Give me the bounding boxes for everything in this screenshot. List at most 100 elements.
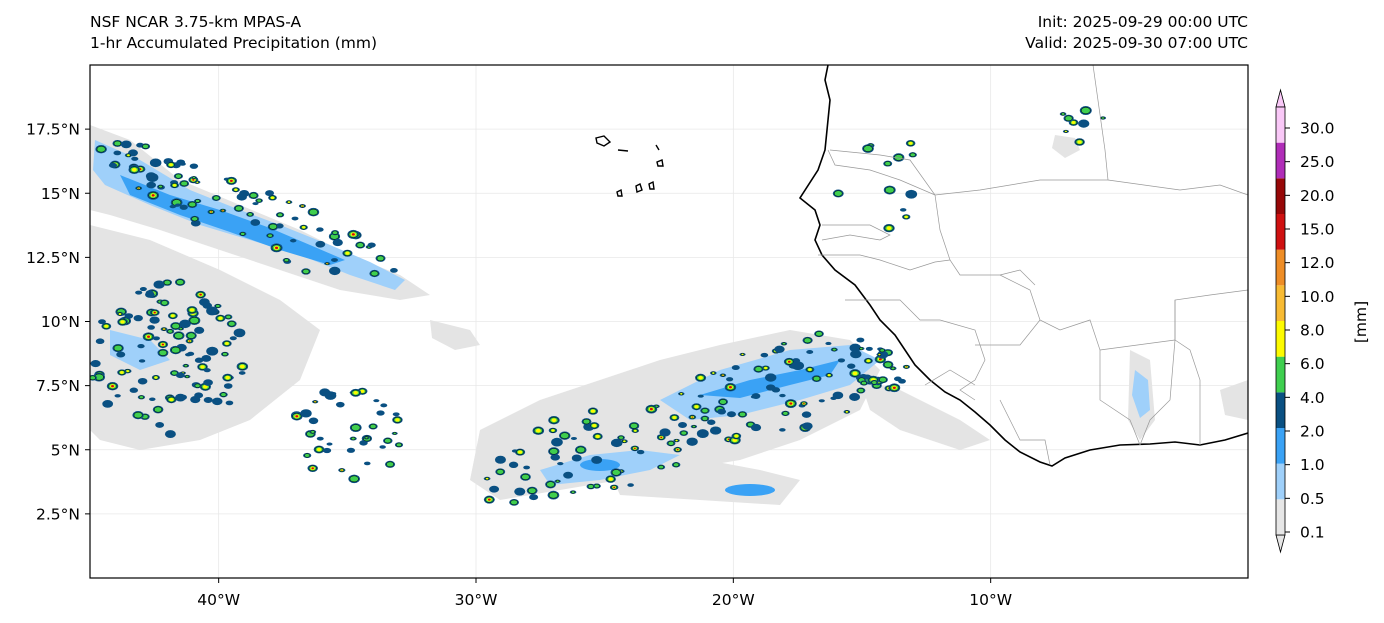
precip-cell bbox=[291, 412, 303, 421]
precip-cell bbox=[114, 394, 121, 398]
precip-cell bbox=[849, 369, 861, 378]
precip-cell bbox=[170, 322, 182, 330]
precip-cell bbox=[707, 419, 716, 425]
precip-cell bbox=[101, 322, 112, 330]
precip-cell bbox=[863, 357, 873, 364]
precip-cell bbox=[335, 401, 345, 408]
precip-cell bbox=[184, 374, 191, 379]
precip-cell bbox=[548, 427, 558, 434]
precip-cell bbox=[90, 374, 97, 381]
precip-cell bbox=[300, 409, 312, 418]
precip-cell bbox=[494, 455, 506, 464]
precip-cell bbox=[1063, 114, 1074, 122]
precip-cell bbox=[267, 222, 279, 231]
precip-cell bbox=[563, 471, 573, 479]
precip-cell bbox=[1074, 138, 1085, 146]
precip-cell bbox=[697, 394, 704, 398]
precip-cell bbox=[690, 424, 698, 429]
precip-cell bbox=[116, 312, 124, 316]
precip-cell bbox=[238, 371, 246, 375]
colorbar-segments bbox=[1275, 88, 1286, 554]
longitude-ticks: 40°W 30°W 20°W 10°W bbox=[197, 578, 1012, 609]
precip-cell bbox=[571, 454, 582, 462]
precip-cell bbox=[193, 383, 202, 389]
precip-cell bbox=[700, 415, 710, 422]
precip-cell bbox=[483, 495, 495, 504]
precip-cell bbox=[147, 325, 155, 330]
precip-cell bbox=[726, 377, 734, 382]
precip-cell bbox=[142, 332, 155, 342]
precip-cell bbox=[589, 422, 600, 430]
precip-cell bbox=[246, 212, 255, 217]
precip-cell bbox=[315, 240, 326, 248]
precip-cell bbox=[391, 431, 398, 435]
precip-cell bbox=[299, 204, 306, 209]
precip-cell bbox=[342, 249, 353, 257]
precip-cell bbox=[219, 391, 228, 398]
precip-cell bbox=[120, 140, 132, 149]
precip-cell bbox=[225, 176, 237, 185]
precip-cell bbox=[581, 418, 592, 426]
precip-cell bbox=[316, 227, 324, 232]
colorbar-segment bbox=[1276, 142, 1285, 179]
precip-cell bbox=[363, 461, 371, 466]
precip-cell bbox=[375, 254, 386, 262]
convective-cells bbox=[90, 106, 1107, 506]
precip-cell bbox=[373, 399, 380, 403]
precip-cell bbox=[222, 373, 233, 382]
precip-cell bbox=[299, 224, 308, 230]
colorbar-tick-label: 0.1 bbox=[1300, 524, 1325, 542]
precip-cell bbox=[349, 423, 362, 433]
precip-cell bbox=[657, 464, 666, 470]
precip-cell bbox=[331, 258, 338, 263]
precip-cell bbox=[673, 438, 680, 443]
precip-cell bbox=[138, 359, 146, 363]
precip-cell bbox=[189, 163, 199, 169]
precip-cell bbox=[392, 416, 403, 424]
precip-cell bbox=[877, 376, 888, 384]
precip-cell bbox=[678, 421, 688, 428]
precip-cell bbox=[162, 279, 172, 286]
precip-cell bbox=[801, 411, 812, 418]
precip-cell bbox=[155, 422, 165, 428]
precip-cell bbox=[532, 426, 545, 435]
precip-cell bbox=[285, 200, 293, 204]
colorbar-tick-label: 1.0 bbox=[1300, 456, 1325, 474]
precip-cell bbox=[236, 193, 247, 201]
precip-cell bbox=[179, 180, 190, 187]
precip-cell bbox=[363, 436, 370, 440]
precip-cell bbox=[630, 445, 640, 452]
precip-cell bbox=[731, 432, 742, 440]
precip-cell bbox=[727, 411, 736, 418]
precip-cell bbox=[141, 143, 151, 150]
precip-cell bbox=[149, 158, 162, 168]
precip-cell bbox=[673, 446, 682, 453]
precip-cell bbox=[146, 181, 156, 189]
colorbar-extend-low bbox=[1275, 534, 1286, 554]
precip-cell bbox=[774, 345, 785, 353]
precip-cell bbox=[270, 243, 283, 253]
lat-tick-label: 10°N bbox=[41, 313, 80, 331]
precip-cell bbox=[178, 394, 187, 401]
precip-cell bbox=[291, 216, 299, 221]
precip-cell bbox=[669, 414, 680, 421]
precip-cell bbox=[825, 372, 833, 378]
precip-cell bbox=[811, 375, 822, 383]
precip-cell bbox=[800, 401, 808, 406]
precip-cell bbox=[322, 447, 332, 454]
precip-cell bbox=[718, 398, 728, 406]
precip-cell bbox=[157, 348, 169, 357]
precip-cell bbox=[379, 445, 386, 449]
precip-cell bbox=[185, 331, 197, 340]
precip-cell bbox=[592, 432, 603, 440]
precip-cell bbox=[569, 490, 577, 494]
precip-cell bbox=[159, 299, 170, 307]
precip-cell bbox=[303, 452, 312, 459]
colorbar-segment bbox=[1276, 321, 1285, 357]
colorbar-segment bbox=[1276, 285, 1285, 321]
precip-cell bbox=[137, 395, 145, 400]
lat-tick-label: 7.5°N bbox=[36, 377, 80, 395]
precip-cell bbox=[252, 202, 259, 206]
precip-cell bbox=[551, 437, 563, 447]
